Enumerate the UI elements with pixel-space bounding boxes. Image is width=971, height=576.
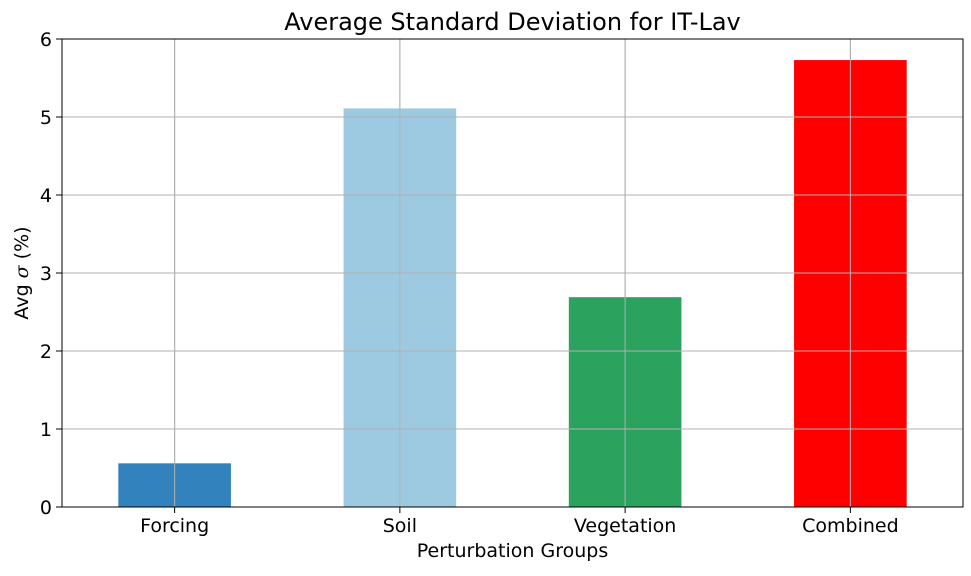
ticks-layer: 0 1 2 3 4 5 6 Forcing Soil Vegetation Combined [40, 29, 899, 537]
y-axis-label: Avg σ (%) [11, 226, 33, 319]
y-tick-label: 4 [40, 185, 52, 207]
x-tick-label: Vegetation [574, 515, 676, 537]
y-tick-label: 3 [40, 263, 52, 285]
x-tick-label: Soil [383, 515, 417, 537]
y-axis-label-symbol: σ [11, 264, 33, 278]
y-tick-label: 6 [40, 29, 52, 51]
x-tick-label: Combined [802, 515, 899, 537]
x-tick-label: Forcing [140, 515, 209, 537]
chart-title: Average Standard Deviation for IT-Lav [284, 8, 741, 36]
y-tick-label: 1 [40, 419, 52, 441]
x-axis-label: Perturbation Groups [417, 540, 608, 562]
y-axis-label-suffix: (%) [11, 226, 33, 265]
y-axis-label-prefix: Avg [11, 278, 33, 319]
y-tick-label: 0 [40, 497, 52, 519]
bars-layer [62, 38, 963, 508]
y-tick-label: 2 [40, 341, 52, 363]
y-tick-label: 5 [40, 107, 52, 129]
